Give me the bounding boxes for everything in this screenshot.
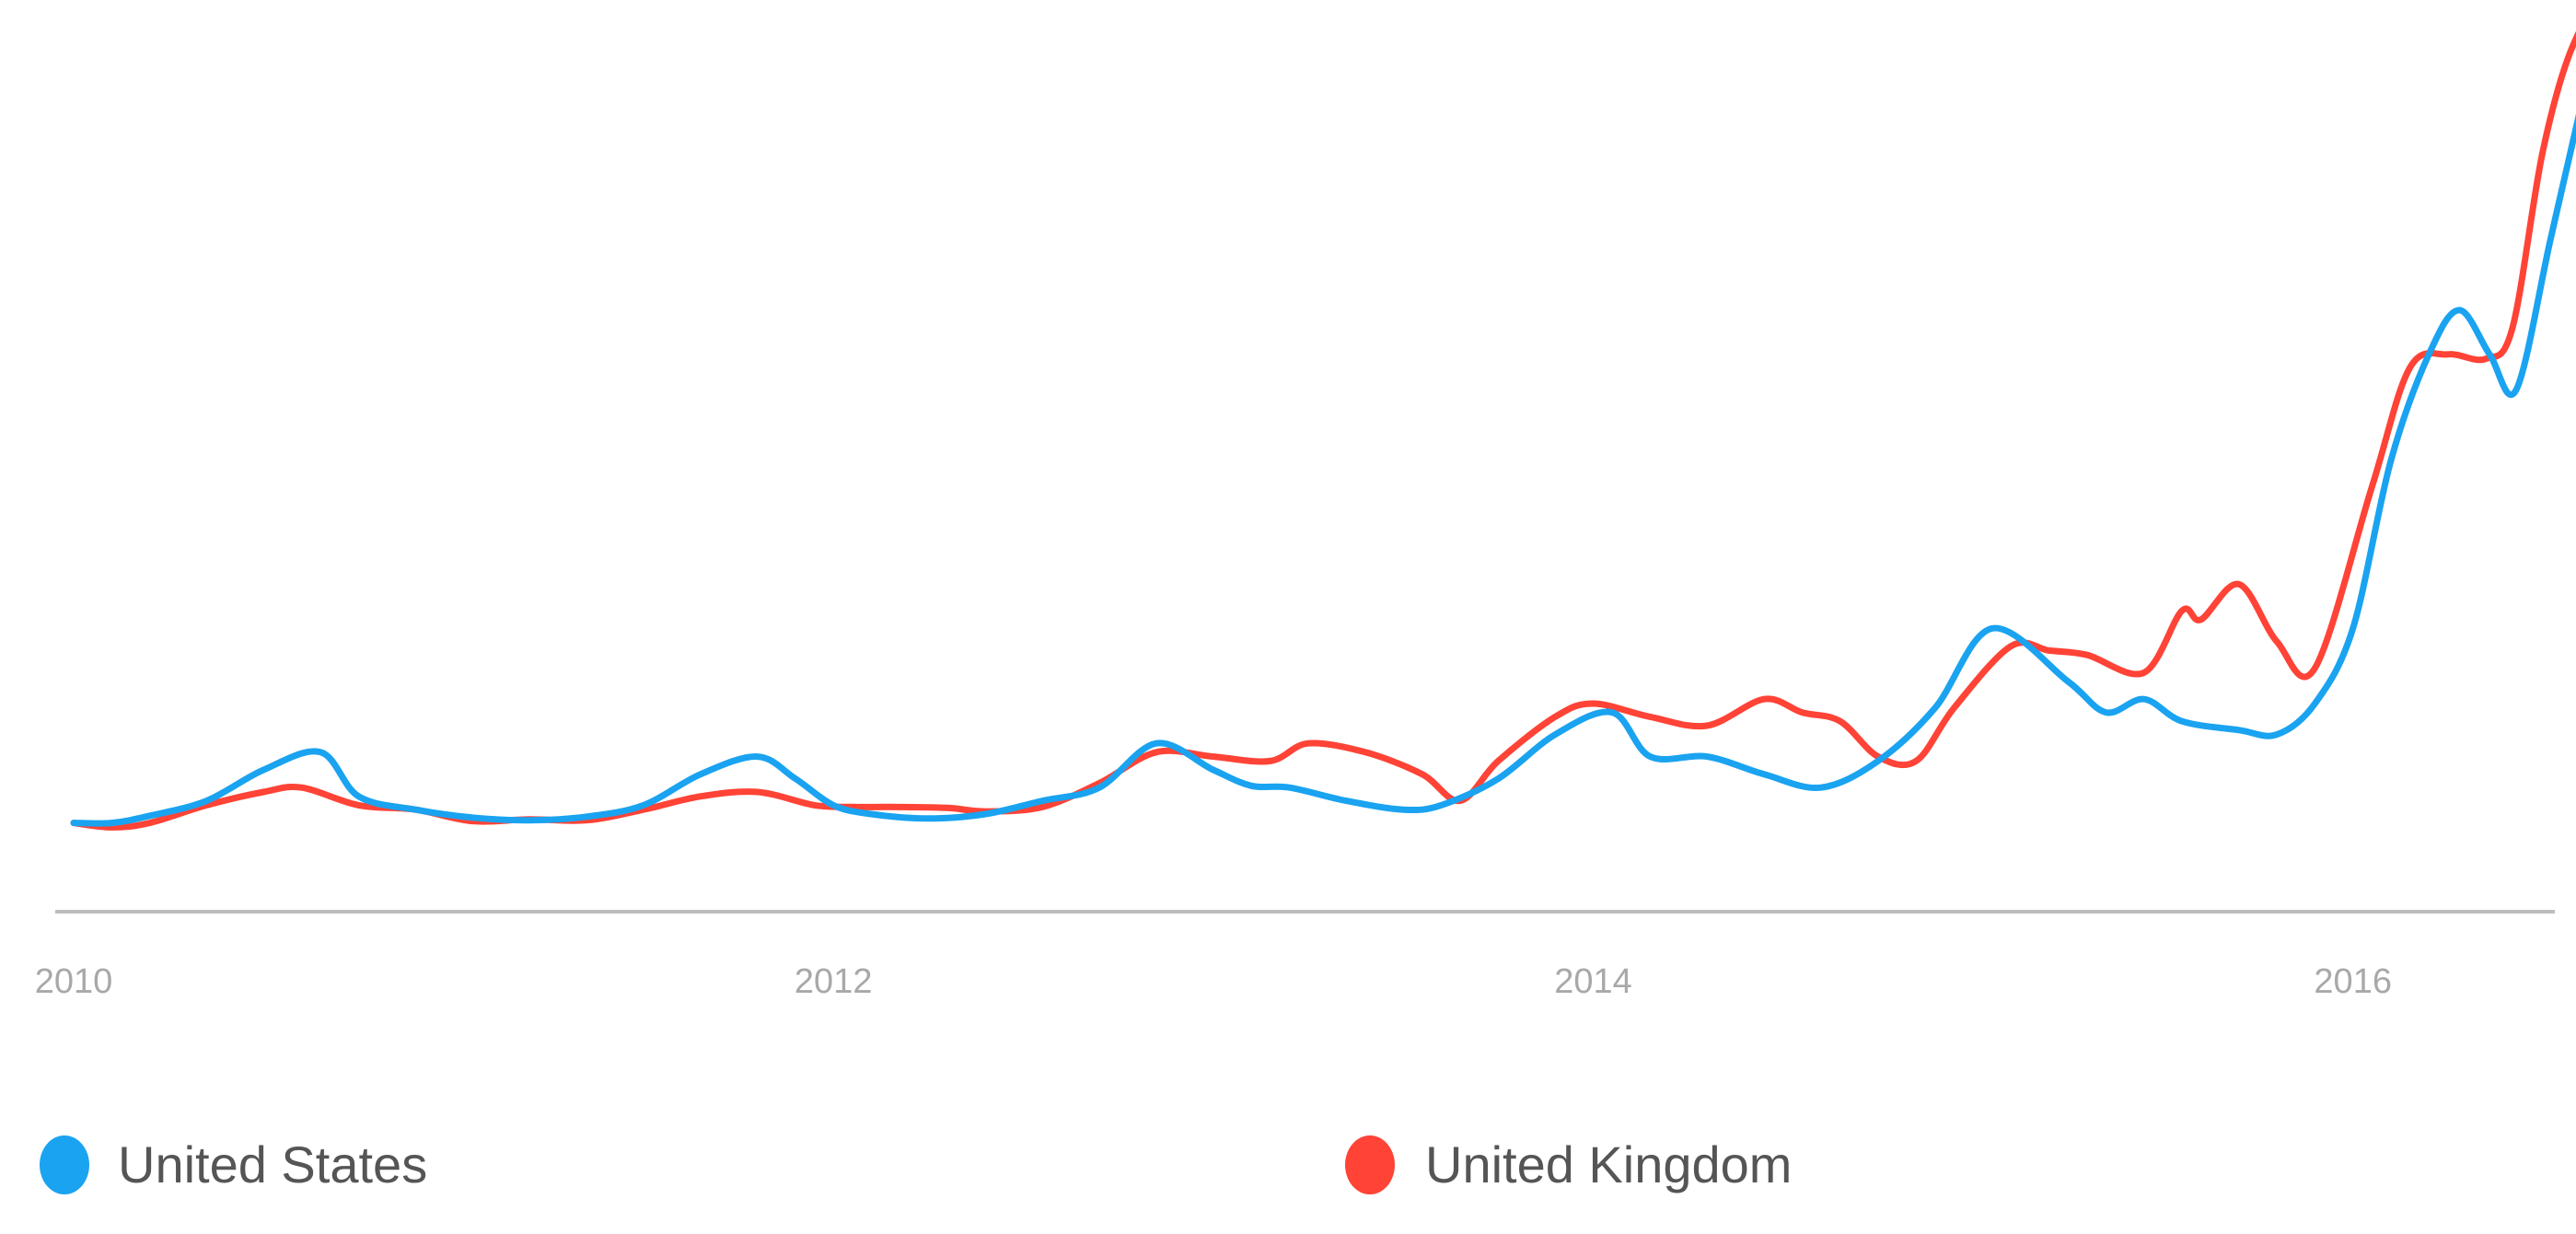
x-tick-label-2010: 2010	[35, 962, 113, 1001]
series-line-united-kingdom	[70, 30, 2576, 831]
legend-item-united-kingdom[interactable]: United Kingdom	[1345, 1135, 1792, 1194]
legend-item-united-states[interactable]: United States	[40, 1135, 427, 1194]
legend-label-united-states: United States	[118, 1135, 427, 1193]
x-tick-label-2012: 2012	[795, 962, 873, 1001]
x-tick-label-2014: 2014	[1554, 962, 1632, 1001]
legend-swatch-united-states	[40, 1135, 89, 1194]
legend-swatch-united-kingdom	[1345, 1135, 1395, 1194]
x-tick-label-2016: 2016	[2314, 962, 2392, 1001]
series-line-united-states	[70, 113, 2576, 827]
legend-label-united-kingdom: United Kingdom	[1425, 1135, 1792, 1193]
legend: United States United Kingdom	[40, 1135, 1792, 1194]
series-layer	[70, 30, 2576, 831]
x-tick-labels: 2010 2012 2014 2016	[35, 962, 2392, 1001]
